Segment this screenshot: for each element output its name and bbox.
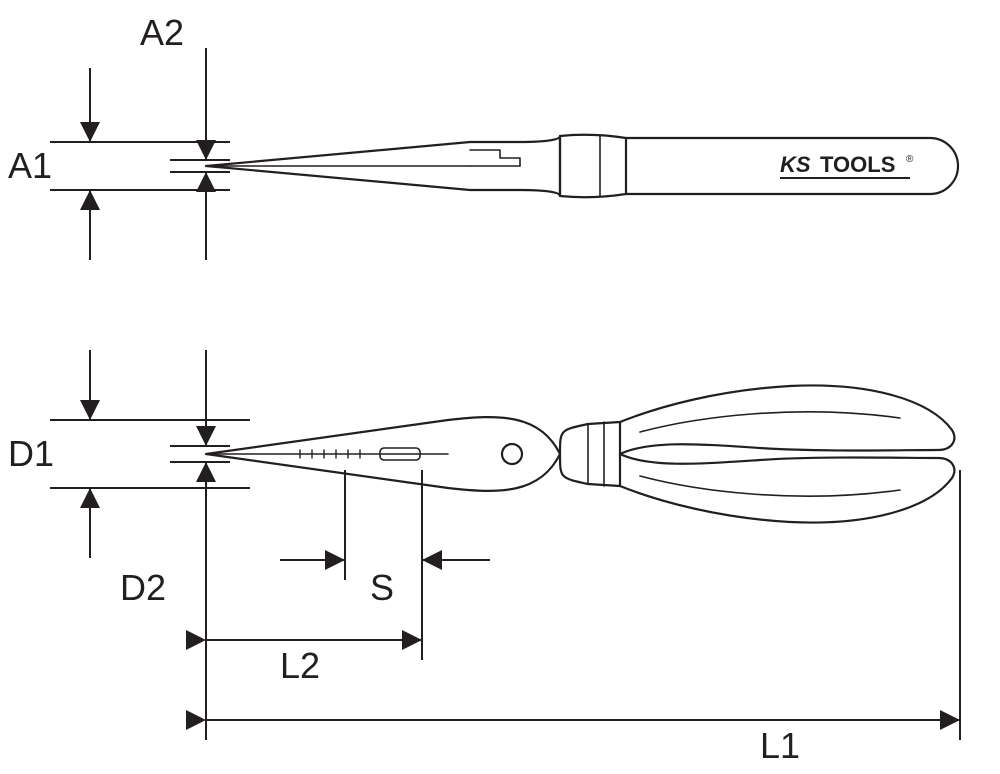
- front-view: [206, 385, 954, 522]
- brand-logo: KS TOOLS ®: [780, 152, 914, 178]
- label-d1: D1: [8, 433, 54, 474]
- label-l2: L2: [280, 645, 320, 686]
- label-s: S: [370, 567, 394, 608]
- brand-accent: KS: [780, 152, 811, 177]
- label-a1: A1: [8, 145, 52, 186]
- brand-registered: ®: [906, 154, 914, 165]
- dimension-labels: A1 A2 D1 D2 S L2 L1: [8, 12, 800, 766]
- label-a2: A2: [140, 12, 184, 53]
- dimension-diagram: KS TOOLS ®: [0, 0, 1000, 774]
- label-l1: L1: [760, 725, 800, 766]
- brand-main: TOOLS: [820, 152, 895, 177]
- label-d2: D2: [120, 567, 166, 608]
